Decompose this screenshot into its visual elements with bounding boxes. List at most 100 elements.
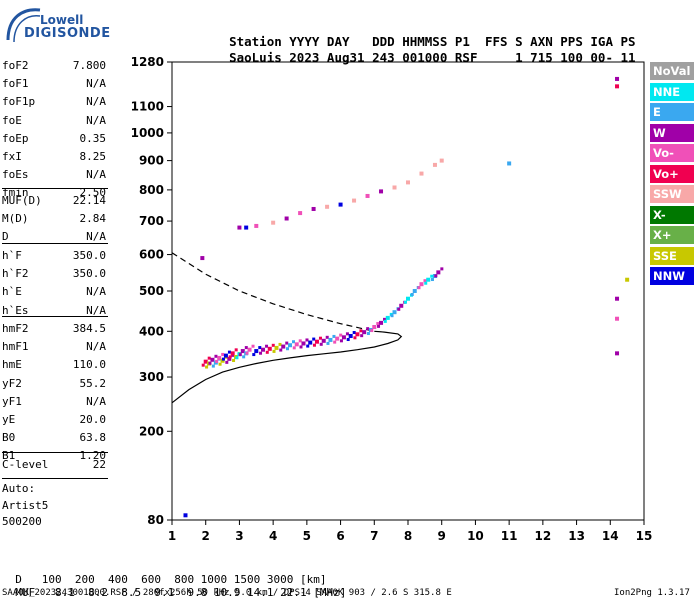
f-trace-point-echo [227, 350, 231, 354]
second-hop-point [439, 158, 444, 163]
param-value: 350.0 [72, 249, 106, 262]
f-trace-point [261, 347, 266, 352]
param-separator [2, 316, 108, 317]
x-tick-label: 3 [235, 529, 243, 543]
f-trace-point [227, 356, 232, 361]
param-key: hmF2 [2, 322, 29, 335]
param-key: yF1 [2, 394, 22, 408]
legend-item: Vo+ [650, 164, 694, 183]
param-key: M(D) [2, 212, 29, 226]
f-trace-point-echo [333, 340, 337, 344]
isolated-point [507, 161, 512, 166]
f-trace-point-echo [286, 347, 289, 351]
f-trace-point [240, 349, 245, 354]
f-trace-point-echo [339, 339, 343, 343]
param-value: N/A [86, 340, 106, 354]
second-hop-point [254, 223, 259, 228]
f-trace-point-echo [390, 314, 394, 318]
param-key: h`E [2, 285, 22, 299]
f-trace-point-echo [312, 343, 316, 347]
f-trace-point [321, 338, 326, 343]
f-trace-point-echo [201, 363, 205, 367]
y-tick-label: 1100 [131, 100, 164, 114]
f-trace-point-echo [366, 332, 370, 336]
f-trace-point-echo [221, 357, 225, 361]
footer-version: Ion2Png 1.3.17 [614, 588, 690, 598]
f-trace-point [254, 349, 259, 354]
legend-item: W [650, 123, 694, 142]
f-trace-point-echo [271, 343, 275, 347]
header-labels: Station YYYY DAY DDD HHMMSS P1 FFS S AXN… [214, 19, 636, 49]
clevel-key: C-level [2, 458, 49, 471]
param-row: hmF2 384.5 [2, 320, 106, 338]
f-trace-point-echo [417, 286, 421, 290]
param-key: h`F2 [2, 267, 29, 281]
param-row: fmin 2.50 [2, 184, 106, 202]
f-trace-point [355, 332, 360, 337]
param-key: h`Es [2, 303, 29, 317]
param-key: foF1 [2, 77, 29, 91]
x-tick-label: 2 [202, 529, 210, 543]
f-trace-point-echo [360, 334, 364, 338]
param-value: N/A [86, 168, 106, 182]
f-trace-point-echo [207, 356, 211, 360]
f-trace-point-echo [440, 267, 444, 271]
f-trace-point-echo [434, 274, 438, 278]
x-tick-label: 4 [269, 529, 277, 543]
hdr-label: IGA [590, 34, 613, 49]
f-trace-point [301, 341, 306, 346]
param-value: 7.800 [72, 59, 106, 72]
hdr-iga: 00- [590, 50, 613, 65]
f-trace-point-echo [345, 332, 349, 336]
isolated-point [183, 513, 188, 518]
param-key: foEs [2, 168, 29, 182]
param-value: N/A [86, 113, 106, 127]
second-hop-point [432, 162, 437, 167]
isolated-point [615, 316, 620, 321]
isolated-point [615, 76, 620, 81]
param-row: M(D) 2.84 [2, 210, 106, 228]
f-trace-point-echo [312, 337, 316, 341]
f-trace-point-echo [292, 346, 296, 350]
f-trace-point [247, 347, 252, 352]
brand-line1: Lowell [40, 13, 84, 27]
f-trace-point-echo [252, 353, 256, 357]
hdr-label: DDD [372, 34, 395, 49]
autoscaling-line: Artist5 [2, 498, 49, 512]
second-hop-point [352, 198, 357, 203]
param-value: 2.50 [79, 186, 107, 200]
f-trace-point-echo [279, 348, 283, 352]
second-hop-point [325, 204, 330, 209]
param-row: h`F2 350.0 [2, 265, 106, 283]
param-key: D [2, 230, 9, 244]
param-key: foE [2, 113, 22, 127]
plot-frame [171, 61, 645, 521]
f-trace-point-echo [292, 340, 295, 344]
isolated-point [615, 296, 620, 301]
f-trace-point-echo [232, 359, 236, 363]
hdr-label: FFS [485, 34, 508, 49]
param-row: B0 63.8 [2, 429, 106, 447]
hdr-axn: 715 [530, 50, 553, 65]
f-trace-point [426, 277, 431, 282]
f-trace-point-echo [278, 342, 282, 346]
hdr-label: Station [229, 34, 282, 49]
f-trace-point [230, 351, 235, 356]
param-value: 2.84 [79, 212, 107, 226]
f-trace-point [294, 342, 299, 347]
f-trace-point-echo [423, 279, 427, 283]
param-value: 110.0 [72, 358, 106, 372]
f-trace-point [314, 339, 319, 344]
f-trace-point-echo [318, 336, 322, 340]
param-row: yF1 N/A [2, 393, 106, 411]
param-key: foEp [2, 131, 29, 145]
f-trace-point [419, 282, 424, 287]
second-hop-point [419, 171, 424, 176]
f-trace-point-echo [298, 339, 302, 343]
f-trace-point [399, 303, 404, 308]
param-value: 0.35 [79, 131, 107, 145]
hdr-station: SaoLuis [229, 50, 282, 65]
f-trace-point-echo [238, 353, 242, 357]
f-trace-point-echo [410, 293, 414, 296]
